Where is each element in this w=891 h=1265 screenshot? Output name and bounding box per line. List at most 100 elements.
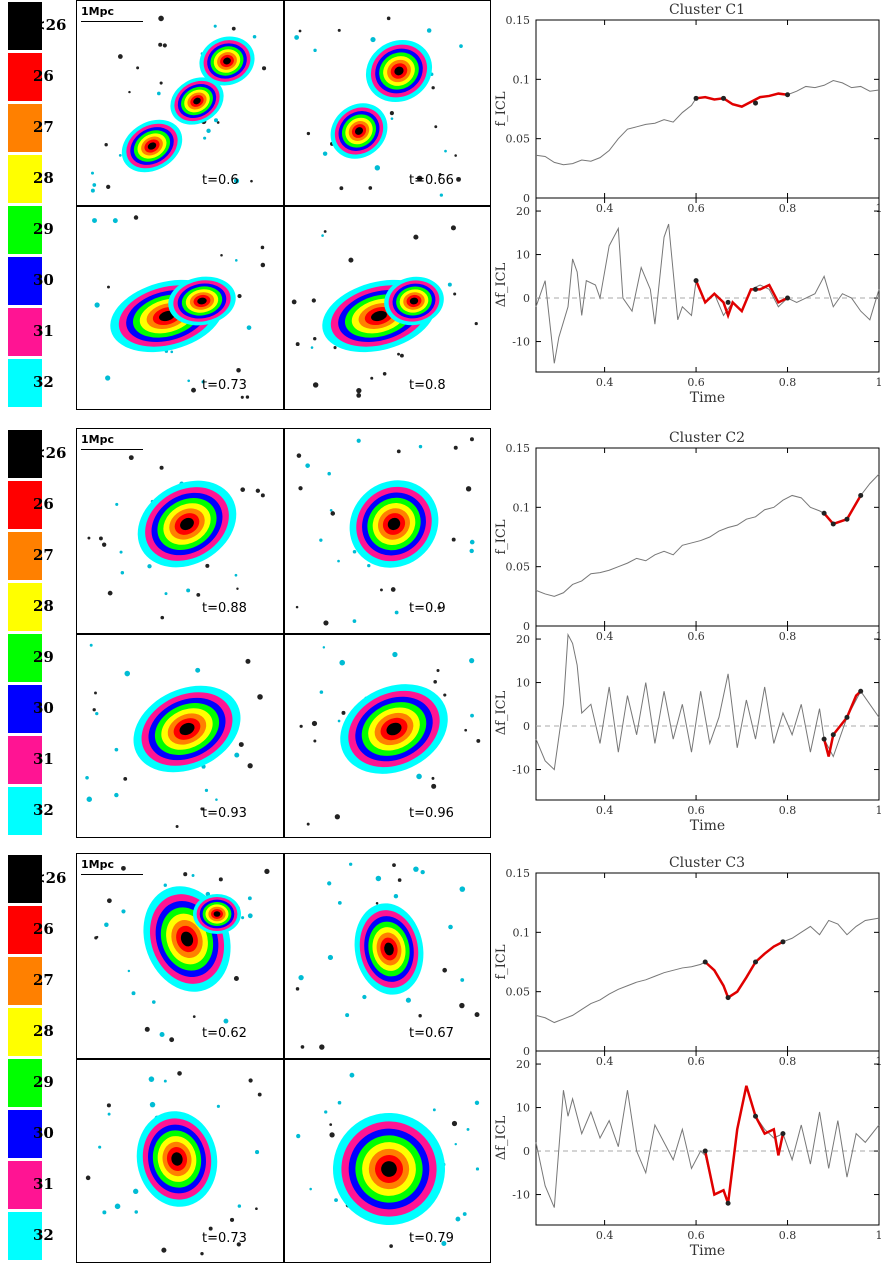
snapshot-time-label: t=0.62	[202, 1026, 247, 1041]
galaxy-dot	[459, 1002, 465, 1009]
y-tick-label: 10	[516, 1102, 530, 1115]
snapshot-marker	[780, 939, 786, 945]
snapshot-marker	[785, 295, 791, 301]
legend-swatch	[8, 1008, 42, 1056]
galaxy-dot	[389, 1244, 393, 1248]
galaxy-dot	[306, 131, 311, 136]
galaxy-dot	[114, 747, 119, 752]
contour-level	[147, 142, 157, 150]
galaxy-dot	[442, 967, 448, 973]
galaxy-dot	[311, 298, 316, 303]
galaxy-dot	[255, 1150, 260, 1155]
snapshot-image	[85, 643, 263, 828]
galaxy-dot	[476, 738, 481, 743]
galaxy-dot	[437, 606, 441, 610]
legend-swatch	[8, 206, 42, 254]
contour-level	[355, 127, 363, 135]
y-tick-label: 0.15	[506, 442, 531, 455]
galaxy-dot	[205, 563, 210, 568]
legend-label: 27	[33, 546, 54, 564]
galaxy-dot	[200, 807, 204, 811]
galaxy-dot	[475, 1167, 480, 1171]
galaxy-dot	[313, 48, 317, 53]
y-axis-label: Δf_ICL	[494, 690, 509, 735]
contour-level	[381, 1161, 397, 1177]
galaxy-dot	[370, 37, 376, 43]
galaxy-dot	[86, 796, 92, 802]
galaxy-dot	[294, 35, 299, 40]
galaxy-dot	[241, 916, 245, 920]
y-tick-label: 0	[523, 720, 530, 733]
legend-swatch	[8, 583, 42, 631]
legend-swatch	[8, 532, 42, 580]
galaxy-dot	[237, 1204, 242, 1208]
legend-swatch	[8, 257, 42, 305]
legend-label: 29	[33, 220, 54, 238]
scale-bar	[81, 449, 143, 450]
galaxy-dot	[327, 881, 332, 886]
snapshot-marker	[753, 100, 759, 106]
galaxy-dot	[426, 28, 432, 33]
galaxy-dot	[444, 149, 447, 153]
scale-bar-label: 1Mpc	[81, 858, 114, 871]
galaxy-dot	[94, 691, 97, 695]
galaxy-dot	[136, 66, 140, 70]
snapshot-marker	[844, 516, 850, 522]
galaxy-dot	[231, 26, 236, 31]
contour-level	[384, 942, 394, 956]
galaxy-dot	[448, 924, 453, 930]
icl-chart: Cluster C2 0 0.05 0.1 0.15 0.4 0.6 0.8 1 f_ICL -10…	[494, 430, 883, 834]
galaxy-dot	[104, 922, 109, 927]
galaxy-dot	[151, 1000, 156, 1004]
galaxy-dot	[234, 573, 238, 577]
galaxy-dot	[386, 16, 391, 21]
scale-bar-label: 1Mpc	[81, 433, 114, 446]
x-tick-label: 0.4	[596, 1229, 614, 1242]
plot-frame	[535, 625, 880, 801]
galaxy-dot	[87, 536, 91, 540]
galaxy-dot	[144, 1026, 150, 1032]
icl-chart: Cluster C1 0 0.05 0.1 0.15 0.4 0.6 0.8 1 f_ICL -10…	[494, 2, 883, 406]
x-axis-label: Time	[690, 390, 725, 406]
galaxy-dot	[451, 537, 456, 542]
galaxy-dot	[204, 788, 209, 793]
galaxy-dot	[250, 179, 253, 183]
legend-label: 32	[33, 373, 54, 391]
legend-swatch	[8, 481, 42, 529]
y-tick-label: -10	[512, 764, 530, 777]
contour-level	[180, 517, 194, 531]
x-tick-label: 1	[876, 1229, 883, 1242]
galaxy-dot	[264, 868, 270, 874]
galaxy-dot	[234, 752, 240, 758]
x-axis-label: Time	[690, 818, 725, 834]
galaxy-dot	[474, 321, 478, 326]
galaxy-dot	[247, 763, 253, 769]
galaxy-dot	[161, 1247, 167, 1253]
galaxy-dot	[208, 1226, 213, 1231]
galaxy-dot	[117, 54, 123, 59]
snapshot-time-label: t=0.9	[409, 601, 446, 616]
y-tick-label: 0.05	[506, 986, 531, 999]
y-axis-label: f_ICL	[494, 91, 509, 126]
legend-swatch	[8, 855, 42, 903]
galaxy-dot	[420, 869, 425, 875]
galaxy-dot	[183, 872, 188, 877]
galaxy-dot	[434, 125, 438, 129]
galaxy-dot	[158, 15, 164, 22]
snapshot-image	[90, 15, 267, 193]
series-line	[535, 1085, 880, 1208]
legend-swatch	[8, 155, 42, 203]
snapshot-marker	[693, 278, 699, 284]
legend-swatch	[8, 1059, 42, 1107]
x-tick-label: 0.6	[687, 1055, 705, 1068]
galaxy-dot	[255, 1207, 258, 1211]
panel-divider	[77, 205, 490, 207]
y-tick-label: 0	[523, 1045, 530, 1058]
galaxy-dot	[323, 230, 327, 233]
galaxy-dot	[164, 592, 168, 596]
galaxy-dot	[455, 1216, 461, 1222]
galaxy-dot	[119, 550, 123, 554]
galaxy-dot	[299, 724, 303, 728]
snapshot-marker	[830, 521, 836, 527]
galaxy-dot	[236, 368, 241, 373]
